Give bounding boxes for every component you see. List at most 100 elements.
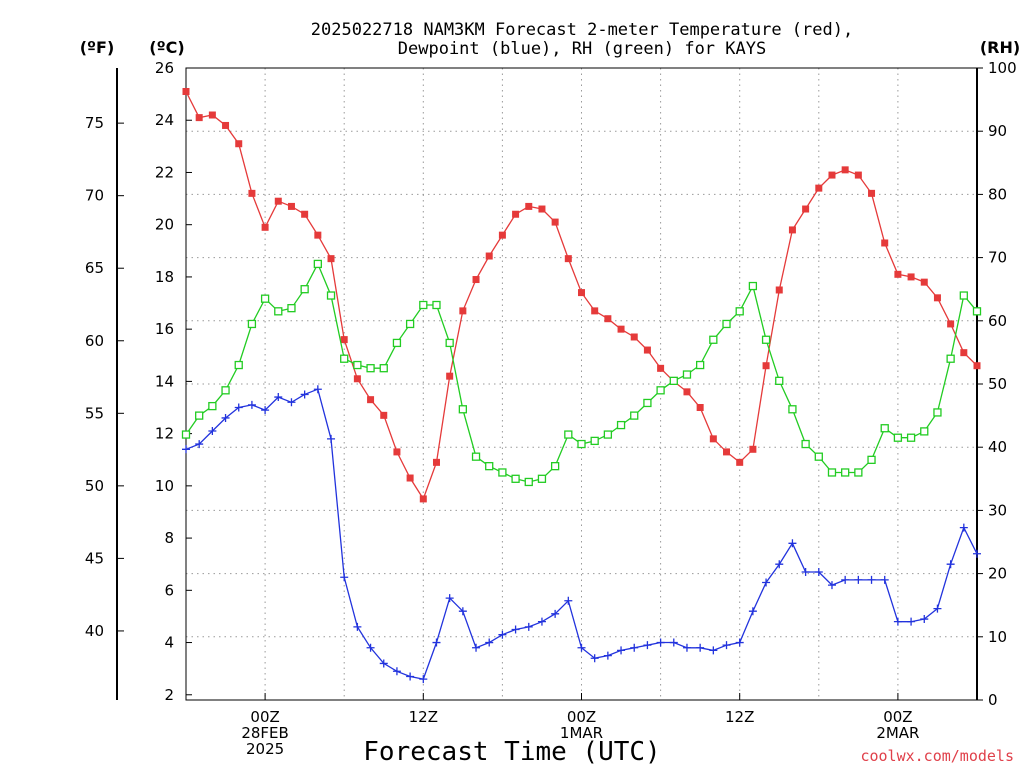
dewpoint-point [221, 413, 230, 422]
dewpoint-point [182, 445, 190, 454]
rh-point [893, 433, 903, 442]
celsius-tick-label: 6 [164, 581, 174, 599]
fahrenheit-unit-label: (ºF) [80, 38, 115, 57]
temperature-point [973, 362, 981, 370]
rh-point [537, 474, 547, 483]
temperature-point [762, 362, 770, 370]
dewpoint-point [933, 604, 942, 613]
celsius-tick-label: 20 [155, 216, 174, 234]
celsius-tick-label: 24 [155, 111, 174, 129]
dewpoint-point [432, 638, 441, 647]
dewpoint-point [472, 643, 481, 652]
temperature-point [709, 435, 717, 443]
temperature-point [815, 184, 823, 192]
temperature-point [578, 289, 585, 297]
dewpoint-point [959, 523, 968, 532]
rh-point [181, 430, 191, 439]
rh-tick-label: 50 [988, 375, 1007, 393]
rh-point [814, 452, 823, 461]
rh-point [920, 427, 929, 436]
temperature-point [960, 349, 968, 357]
dewpoint-point [537, 617, 546, 626]
dewpoint-point [590, 654, 599, 663]
dewpoint-point [801, 568, 810, 577]
dewpoint-point [551, 609, 560, 618]
dewpoint-point [392, 667, 401, 676]
temperature-point [775, 286, 783, 294]
x-tick-label: 00Z [250, 708, 279, 726]
temperature-point [591, 307, 599, 315]
rh-point [564, 430, 573, 439]
temperature-point [340, 336, 348, 344]
temperature-point [353, 375, 361, 383]
dewpoint-point [419, 675, 428, 684]
temperature-point [512, 210, 520, 218]
rh-point [880, 424, 889, 433]
rh-point [827, 468, 837, 477]
rh-tick-label: 80 [988, 185, 1007, 203]
axes [116, 67, 983, 701]
temperature-point [881, 239, 889, 247]
temperature-point [643, 346, 651, 354]
rh-tick-label: 10 [988, 628, 1007, 646]
temperature-point [841, 166, 849, 174]
dewpoint-point [788, 539, 797, 548]
dewpoint-point [379, 659, 388, 668]
dewpoint-point [893, 617, 902, 626]
rh-point [353, 360, 362, 370]
dewpoint-point [261, 406, 270, 415]
temperature-point [894, 270, 902, 278]
dewpoint-point [340, 573, 349, 582]
dewpoint-point [274, 393, 283, 402]
dewpoint-point [313, 385, 322, 394]
rh-tick-label: 90 [988, 122, 1007, 140]
rh-point [959, 291, 968, 300]
dewpoint-point [445, 594, 454, 603]
dewpoint-point [195, 440, 204, 449]
dewpoint-point [564, 596, 573, 605]
x-tick-label: 2MAR [876, 724, 919, 742]
rh-point [550, 462, 560, 471]
rh-point [696, 360, 705, 370]
temperature-point [182, 88, 190, 96]
rh-point [458, 405, 468, 414]
dewpoint-point [630, 643, 639, 652]
grid-lines [186, 68, 977, 700]
temperature-point [868, 189, 876, 197]
temperature-point [195, 114, 203, 122]
rh-point [656, 386, 665, 395]
rh-point [287, 304, 296, 313]
dewpoint-point [617, 646, 626, 655]
temperature-point [947, 320, 955, 328]
rh-point [379, 364, 388, 373]
x-tick-label: 28FEB [241, 724, 288, 742]
x-tick-label: 2025 [246, 740, 284, 758]
dewpoint-point [827, 581, 836, 590]
temperature-point [802, 205, 810, 213]
celsius-tick-label: 14 [155, 372, 174, 390]
rh-point [260, 294, 270, 303]
rh-tick-label: 20 [988, 565, 1007, 583]
celsius-tick-label: 26 [155, 59, 174, 77]
rh-point [590, 436, 599, 446]
temperature-point [683, 388, 691, 396]
rh-point [445, 338, 454, 348]
rh-point [247, 319, 257, 329]
rh-point [234, 360, 243, 370]
celsius-tick-label: 2 [164, 686, 174, 704]
rh-point [603, 430, 613, 439]
temperature-point [314, 231, 322, 239]
rh-point [946, 354, 955, 363]
temperature-point [208, 111, 216, 119]
dewpoint-point [880, 575, 889, 584]
dewpoint-point [524, 622, 533, 631]
temperature-point [788, 226, 796, 234]
dewpoint-point [603, 651, 612, 660]
temperature-point [723, 448, 731, 456]
temperature-point [472, 276, 480, 284]
temperature-point [222, 121, 230, 129]
temperature-point [327, 255, 335, 263]
x-tick-label: 00Z [883, 708, 912, 726]
rh-point [221, 386, 230, 395]
